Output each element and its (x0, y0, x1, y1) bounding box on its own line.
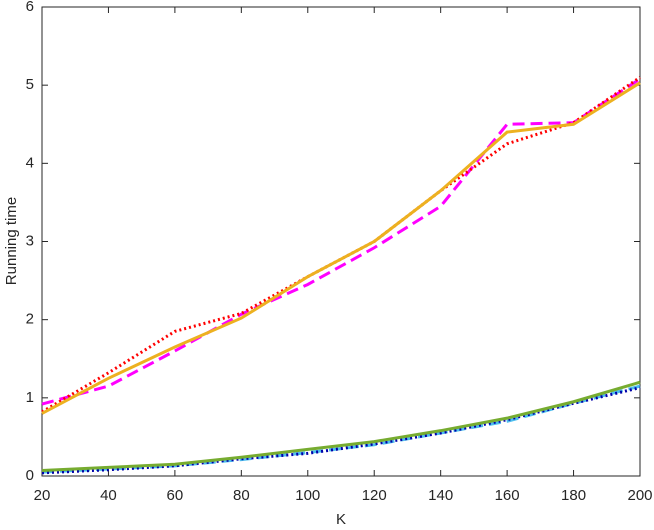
y-tick-label: 0 (26, 467, 34, 484)
x-tick-label: 20 (34, 487, 51, 504)
x-tick-label: 180 (561, 487, 586, 504)
y-tick-label: 6 (26, 0, 34, 15)
y-tick-label: 3 (26, 232, 34, 249)
series-line (41, 81, 641, 415)
x-tick-label: 40 (100, 487, 117, 504)
y-tick-label: 4 (26, 154, 34, 171)
x-tick-label: 60 (167, 487, 184, 504)
series-line (41, 386, 641, 475)
y-tick-label: 1 (26, 389, 34, 406)
plot-frame (41, 6, 641, 477)
series-line (41, 384, 641, 474)
series-line (41, 380, 641, 473)
y-tick-label: 2 (26, 311, 34, 328)
x-axis-label: K (336, 511, 346, 528)
x-tick-label: 140 (428, 487, 453, 504)
x-tick-label: 200 (627, 487, 652, 504)
series-line (41, 76, 641, 414)
y-tick-label: 5 (26, 76, 34, 93)
y-axis-label: Running time (3, 197, 20, 285)
x-tick-label: 120 (362, 487, 387, 504)
x-tick-label: 80 (233, 487, 250, 504)
x-tick-label: 100 (295, 487, 320, 504)
x-tick-label: 160 (495, 487, 520, 504)
series-line (41, 77, 641, 406)
